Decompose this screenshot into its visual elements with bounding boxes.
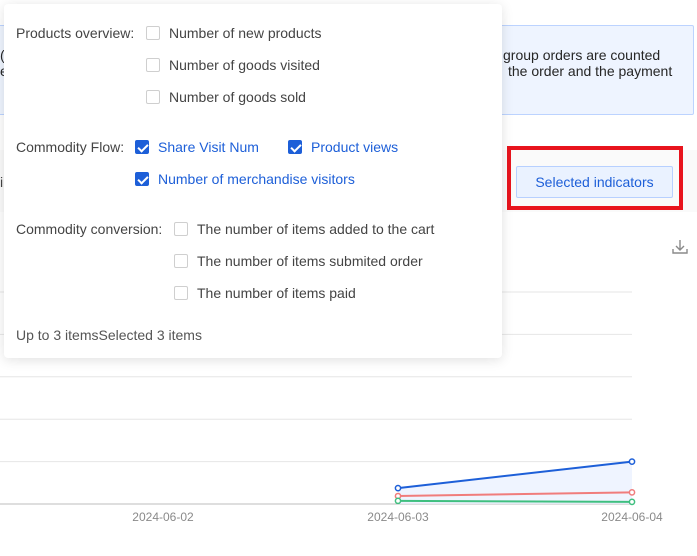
toolbar-edge-text: i — [0, 174, 4, 190]
group-label-commodity-flow: Commodity Flow: — [16, 139, 125, 155]
data-point — [394, 497, 402, 505]
group-label-commodity-conversion: Commodity conversion: — [16, 221, 163, 237]
checkbox-checked[interactable] — [288, 140, 302, 154]
data-point — [628, 488, 636, 496]
option-goods-sold[interactable]: Number of goods sold — [146, 89, 306, 105]
selection-count-text: Up to 3 itemsSelected 3 items — [16, 327, 202, 343]
option-goods-visited[interactable]: Number of goods visited — [146, 57, 320, 73]
group-label-products-overview: Products overview: — [16, 25, 135, 41]
checkbox[interactable] — [174, 254, 188, 268]
option-label: Number of goods sold — [169, 89, 306, 105]
chart-x-axis-ticks: 2024-06-02 2024-06-03 2024-06-04 — [132, 510, 663, 524]
option-product-views[interactable]: Product views — [288, 139, 398, 155]
option-new-products[interactable]: Number of new products — [146, 25, 322, 41]
checkbox[interactable] — [146, 90, 160, 104]
notice-text-line-2: the order and the payment — [508, 63, 673, 79]
checkbox-checked[interactable] — [135, 140, 149, 154]
indicator-selector-popup: Products overview: Number of new product… — [4, 4, 502, 358]
option-merchandise-visitors[interactable]: Number of merchandise visitors — [135, 171, 355, 187]
data-point — [628, 458, 636, 465]
series-area — [398, 461, 632, 504]
series-line — [397, 499, 633, 503]
checkbox[interactable] — [146, 26, 160, 40]
option-label: Number of goods visited — [169, 57, 320, 73]
series-line — [397, 460, 633, 490]
option-label: The number of items paid — [197, 285, 356, 301]
highlight-box — [507, 146, 683, 210]
x-tick-label: 2024-06-03 — [367, 510, 429, 524]
checkbox[interactable] — [174, 222, 188, 236]
option-label: Number of new products — [169, 25, 322, 41]
notice-edge-text-2: e — [0, 63, 8, 79]
checkbox[interactable] — [146, 58, 160, 72]
option-label: Product views — [311, 139, 399, 155]
data-point — [628, 498, 636, 506]
x-tick-label: 2024-06-04 — [601, 510, 663, 524]
selected-indicators-button[interactable]: Selected indicators — [516, 166, 673, 198]
data-point — [394, 484, 402, 492]
option-items-paid[interactable]: The number of items paid — [174, 285, 356, 301]
option-label: Share Visit Num — [158, 139, 259, 155]
chart-series — [394, 458, 636, 506]
checkbox-checked[interactable] — [135, 172, 149, 186]
checkbox[interactable] — [174, 286, 188, 300]
option-label: Number of merchandise visitors — [158, 171, 355, 187]
x-tick-label: 2024-06-02 — [132, 510, 194, 524]
notice-text-line-1: group orders are counted — [503, 47, 661, 63]
notice-edge-text-1: ( — [0, 47, 5, 63]
option-label: The number of items submited order — [197, 253, 423, 269]
option-share-visit-num[interactable]: Share Visit Num — [135, 139, 259, 155]
series-line — [397, 491, 633, 498]
option-items-submitted-order[interactable]: The number of items submited order — [174, 253, 423, 269]
option-label: The number of items added to the cart — [197, 221, 435, 237]
option-items-added-to-cart[interactable]: The number of items added to the cart — [174, 221, 434, 237]
download-icon[interactable] — [671, 238, 689, 256]
